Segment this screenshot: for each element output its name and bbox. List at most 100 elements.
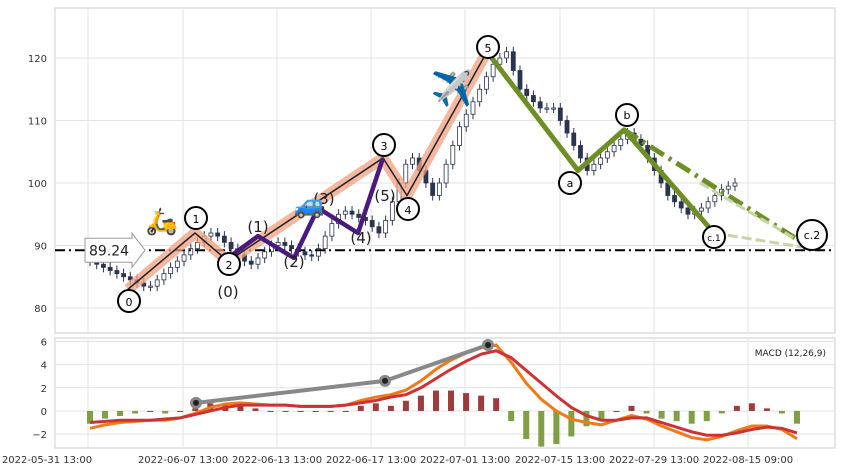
price-panel: 80 90 100 110 120 89.24 (0) (1) (2) (3) (4) (5) 0 1 2 3… — [28, 7, 836, 334]
y-tick-label: 6 — [41, 337, 47, 348]
candle — [685, 207, 691, 215]
wave-marker-label: 2 — [226, 259, 233, 272]
macd-histogram-bar — [568, 410, 575, 437]
candle — [127, 276, 133, 281]
candle — [208, 232, 214, 237]
macd-histogram-bar — [598, 410, 605, 422]
candle — [557, 107, 563, 121]
candle — [712, 195, 718, 203]
macd-histogram-bar — [794, 410, 800, 424]
x-tick-label: 2022-06-13 13:00 — [232, 455, 322, 466]
macd-histogram-bar — [327, 410, 334, 412]
macd-histogram-bar — [673, 410, 680, 422]
candle — [463, 113, 469, 128]
signal-line — [89, 349, 798, 437]
sub-wave-label: (3) — [313, 190, 334, 208]
macd-histogram-bar — [162, 410, 169, 414]
candle — [732, 182, 738, 187]
candle — [228, 241, 234, 250]
candle — [195, 241, 200, 250]
candle — [349, 210, 355, 215]
macd-histogram-bar — [297, 410, 304, 412]
sub-wave-label: (0) — [217, 283, 238, 301]
macd-legend: MACD (12,26,9) — [755, 349, 826, 359]
candle — [484, 76, 489, 90]
candle — [410, 157, 415, 165]
sub-wave-label: (4) — [350, 229, 371, 247]
candle — [531, 95, 536, 103]
candle — [436, 182, 442, 196]
candle — [369, 220, 375, 228]
candle — [510, 51, 516, 71]
y-tick-label: 110 — [28, 117, 47, 128]
candle — [342, 210, 348, 215]
wave-marker — [558, 171, 582, 195]
candle — [309, 254, 315, 257]
wave-marker-label: c.2 — [804, 229, 821, 242]
candle — [383, 220, 389, 234]
y-tick-label: 4 — [41, 361, 47, 372]
candle — [598, 157, 604, 165]
candle — [705, 201, 711, 209]
candle — [544, 107, 550, 110]
candle — [389, 201, 395, 221]
wave-marker — [796, 219, 828, 251]
macd-histogram-bar — [402, 400, 409, 411]
macd-histogram-bar — [117, 410, 124, 417]
macd-histogram-bar — [478, 395, 485, 411]
candle — [591, 163, 597, 171]
candle — [517, 70, 523, 90]
wave-marker-label: 0 — [126, 296, 133, 309]
macd-histogram-bar — [718, 410, 725, 414]
macd-histogram-bar — [132, 410, 139, 414]
x-tick-label: 2022-06-07 13:00 — [138, 455, 228, 466]
correction-alt-projection — [699, 181, 813, 250]
macd-histogram-bar — [102, 410, 109, 419]
macd-histogram-bar — [432, 390, 439, 411]
candle — [725, 185, 731, 190]
candle — [497, 57, 503, 65]
candle — [107, 266, 113, 271]
candle — [564, 120, 570, 134]
macd-histogram-bar — [357, 405, 364, 411]
candle — [329, 223, 335, 237]
candle — [316, 248, 321, 257]
y-tick-label: 120 — [28, 54, 47, 65]
wave-marker-label: 3 — [381, 140, 388, 153]
y-tick-label: 0 — [41, 407, 47, 418]
macd-histogram-bar — [372, 403, 379, 411]
y-tick-label: 100 — [28, 179, 47, 190]
x-axis: 2022-05-31 13:00 2022-06-07 13:00 2022-06-… — [2, 455, 793, 466]
wave-marker — [615, 103, 639, 127]
y-tick-label: 2 — [41, 384, 47, 395]
correction-alt-projection — [713, 231, 813, 251]
candle — [571, 132, 577, 146]
wave-marker-label: 5 — [485, 42, 492, 55]
candle — [356, 213, 362, 218]
macd-panel-frame — [54, 337, 836, 449]
macd-histogram-bar — [463, 393, 470, 411]
macd-histogram-bar — [643, 410, 650, 414]
candle — [154, 279, 160, 287]
macd-histogram-bar — [282, 410, 289, 412]
sub-wave-label: (1) — [247, 218, 268, 236]
candle — [611, 145, 617, 153]
candle — [504, 51, 509, 59]
macd-histogram-bar — [658, 410, 665, 419]
wave-marker-label: b — [624, 109, 631, 122]
wave-marker — [217, 252, 241, 276]
support-value-label: 89.24 — [89, 243, 129, 259]
candle — [221, 235, 227, 243]
correction-projection-line — [622, 127, 814, 251]
car-icon: 🚙 — [294, 190, 326, 220]
sub-wave-line — [226, 157, 386, 261]
macd-histogram-bar — [583, 410, 590, 427]
x-tick-label: 2022-05-31 13:00 — [2, 455, 92, 466]
airplane-icon: ✈️ — [431, 68, 473, 109]
candle — [174, 260, 180, 268]
candle — [524, 88, 530, 96]
candle — [255, 257, 261, 265]
macd-histogram-bar — [508, 410, 515, 422]
macd-histogram-bar — [177, 410, 184, 412]
